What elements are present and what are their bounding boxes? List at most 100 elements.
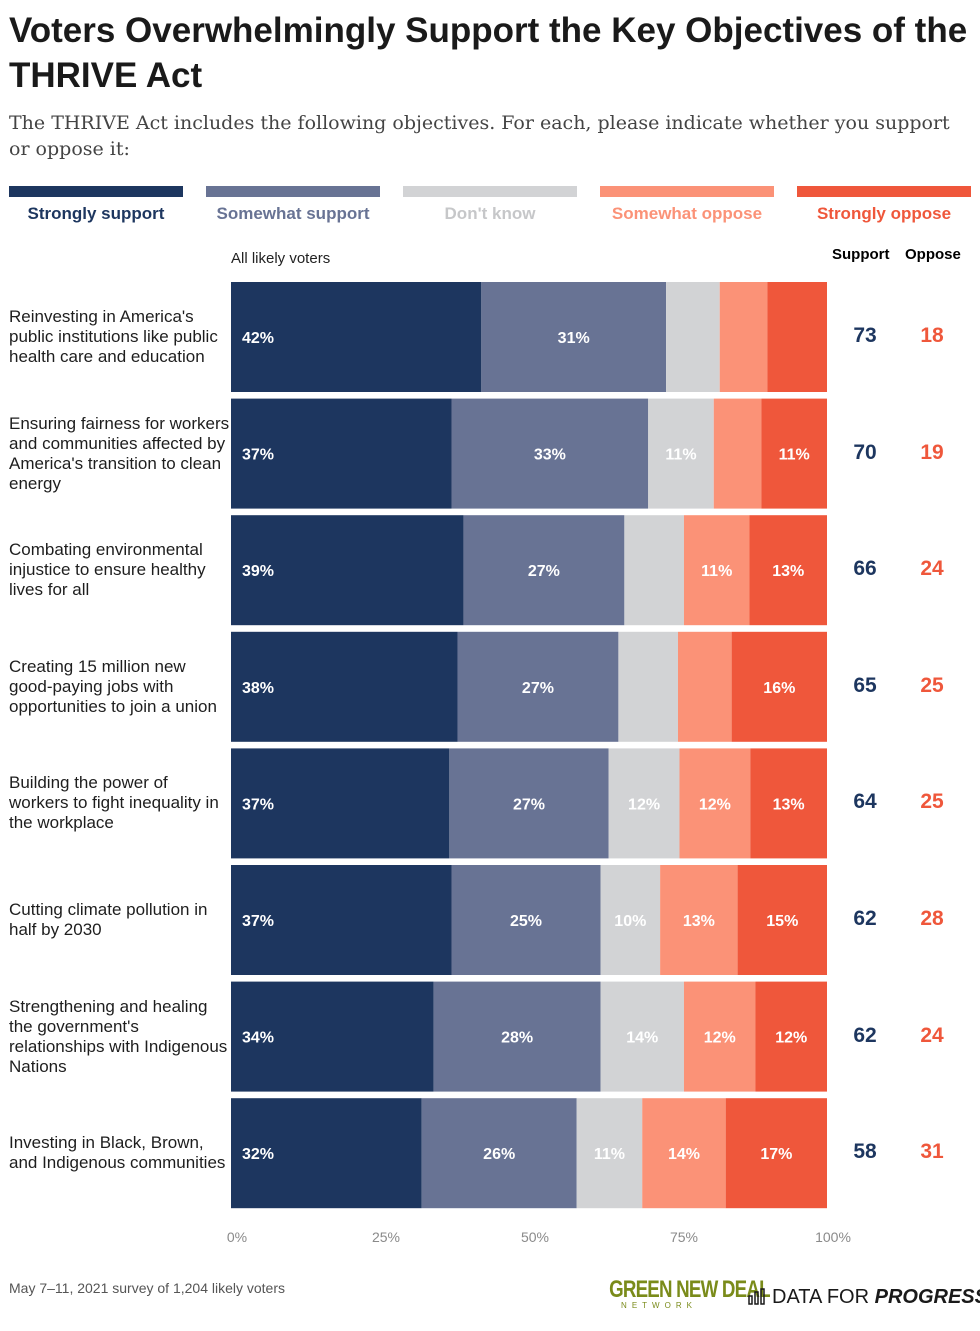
data-label-dont-know: 10% — [614, 913, 646, 930]
oppose-column-header: Oppose — [905, 246, 961, 263]
support-column-header: Support — [832, 246, 890, 263]
legend-swatch-somewhat-support — [206, 186, 380, 197]
bar-segment-somewhat-support — [457, 631, 619, 742]
bar-segment-somewhat-oppose — [660, 865, 738, 975]
legend-label-strongly-oppose: Strongly oppose — [816, 204, 952, 223]
data-label-somewhat-oppose: 13% — [683, 913, 715, 930]
data-label-somewhat-oppose: 11% — [701, 563, 732, 580]
oppose-total: 25 — [920, 673, 944, 697]
logo-dfp-text-b: PROGRESS — [874, 1286, 980, 1308]
row-label: Investing in Black, Brown, and Indigenou… — [9, 1133, 226, 1173]
bar-segment-somewhat-support — [481, 282, 667, 392]
legend-label-dont-know: Don't know — [444, 204, 536, 223]
bar-segment-strongly-support — [231, 865, 452, 975]
data-label-strongly-oppose: 13% — [773, 796, 805, 813]
data-label-somewhat-oppose: 14% — [668, 1146, 700, 1163]
data-label-strongly-support: 37% — [242, 913, 274, 930]
bar-segment-dont-know — [608, 748, 680, 859]
bar-segment-strongly-support — [231, 748, 450, 859]
data-label-dont-know: 12% — [628, 796, 660, 813]
logo-dfp-text-a: DATA FOR — [772, 1286, 870, 1308]
x-tick-label: 50% — [521, 1229, 549, 1245]
support-total: 64 — [853, 790, 877, 814]
bar-segment-somewhat-oppose — [679, 748, 751, 859]
data-label-dont-know: 11% — [665, 447, 696, 464]
data-label-strongly-oppose: 15% — [766, 913, 798, 930]
bar-segment-somewhat-oppose — [642, 1098, 726, 1209]
bar-segment-strongly-support — [231, 515, 464, 626]
support-total: 62 — [853, 907, 877, 930]
support-total: 65 — [853, 673, 877, 697]
bar-segment-dont-know — [618, 631, 678, 742]
legend-item-somewhat-support: Somewhat support — [206, 186, 380, 224]
data-label-somewhat-oppose: 12% — [699, 796, 731, 813]
legend-label-somewhat-oppose: Somewhat oppose — [611, 204, 763, 223]
data-label-strongly-oppose: 16% — [763, 680, 795, 697]
green-new-deal-network-logo: GREEN NEW DEAL NETWORK — [595, 1276, 770, 1311]
chart-title: Voters Overwhelmingly Support the Key Ob… — [9, 11, 968, 95]
data-label-strongly-support: 39% — [242, 563, 274, 580]
oppose-total: 28 — [920, 907, 944, 930]
bar-segment-dont-know — [600, 865, 661, 975]
data-label-somewhat-support: 27% — [528, 563, 560, 580]
data-label-dont-know: 11% — [594, 1146, 625, 1163]
bar-segment-somewhat-support — [451, 398, 649, 509]
survey-note: May 7–11, 2021 survey of 1,204 likely vo… — [9, 1280, 286, 1296]
bar-segment-somewhat-support — [433, 981, 601, 1092]
legend-item-somewhat-oppose: Somewhat oppose — [600, 186, 774, 224]
data-label-strongly-support: 34% — [242, 1030, 274, 1047]
bar-segment-strongly-oppose — [755, 981, 827, 1092]
data-label-somewhat-support: 25% — [510, 913, 542, 930]
bar-segment-strongly-oppose — [725, 1098, 827, 1209]
bar-segment-strongly-support — [231, 282, 482, 392]
x-tick-label: 75% — [670, 1229, 698, 1245]
legend-swatch-dont-know — [403, 186, 577, 197]
row-label: Ensuring fairness for workers and commun… — [9, 413, 230, 493]
data-label-somewhat-support: 27% — [513, 796, 545, 813]
bar-segment-somewhat-support — [463, 515, 625, 626]
row-label: Strengthening and healing the government… — [9, 996, 228, 1076]
bar-segment-strongly-oppose — [737, 865, 827, 975]
legend-swatch-strongly-support — [9, 186, 183, 197]
bar-segment-strongly-support — [231, 981, 434, 1092]
legend-item-strongly-support: Strongly support — [9, 186, 183, 224]
bar-segment-strongly-support — [231, 631, 458, 742]
data-label-somewhat-support: 26% — [483, 1146, 515, 1163]
bar-segment-dont-know — [600, 981, 684, 1092]
x-tick-label: 25% — [372, 1229, 400, 1245]
data-label-somewhat-support: 27% — [522, 680, 554, 697]
data-label-strongly-oppose: 11% — [779, 447, 810, 464]
oppose-total: 25 — [920, 790, 944, 814]
data-label-strongly-oppose: 13% — [772, 563, 804, 580]
data-for-progress-logo: DATA FOR PROGRESS — [748, 1286, 980, 1311]
data-label-somewhat-support: 31% — [558, 330, 590, 347]
data-label-strongly-oppose: 17% — [760, 1146, 792, 1163]
bar-segment-strongly-oppose — [767, 282, 827, 392]
data-label-strongly-support: 32% — [242, 1146, 274, 1163]
row-label: Building the power of workers to fight i… — [9, 773, 219, 833]
x-tick-label: 0% — [227, 1229, 247, 1245]
support-total: 66 — [853, 557, 877, 581]
legend-item-strongly-oppose: Strongly oppose — [797, 186, 971, 224]
data-label-somewhat-support: 28% — [501, 1030, 533, 1047]
bar-segment-somewhat-oppose — [683, 515, 750, 626]
legend-item-dont-know: Don't know — [403, 186, 577, 224]
oppose-total: 19 — [920, 440, 944, 464]
bar-segment-dont-know — [624, 515, 684, 626]
bar-segment-strongly-oppose — [749, 515, 827, 626]
data-label-somewhat-support: 33% — [534, 447, 566, 464]
oppose-total: 24 — [920, 557, 944, 581]
bar-segment-somewhat-oppose — [719, 282, 768, 392]
bar-segment-dont-know — [666, 282, 720, 392]
bar-segment-somewhat-support — [449, 748, 609, 859]
bar-segment-strongly-support — [231, 1098, 422, 1209]
chart-subtitle: The THRIVE Act includes the following ob… — [9, 112, 950, 160]
logo-gnd-text: GREEN NEW DEAL — [609, 1276, 770, 1303]
data-label-somewhat-oppose: 12% — [704, 1030, 736, 1047]
row-label: Cutting climate pollution in half by 203… — [9, 900, 208, 939]
data-label-dont-know: 14% — [626, 1030, 658, 1047]
logo-gnd-subtext: NETWORK — [621, 1301, 697, 1310]
oppose-total: 18 — [920, 324, 944, 347]
support-total: 70 — [853, 440, 877, 464]
support-total: 62 — [853, 1023, 877, 1047]
